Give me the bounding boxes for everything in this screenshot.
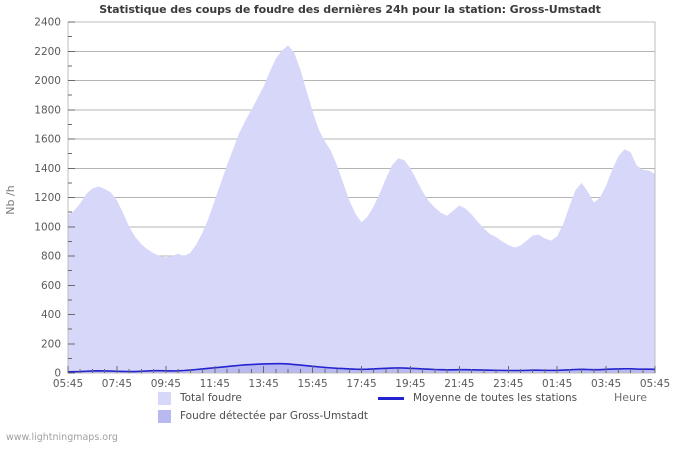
svg-text:17:45: 17:45 <box>346 378 376 390</box>
svg-text:1400: 1400 <box>34 163 61 175</box>
svg-text:19:45: 19:45 <box>395 378 425 390</box>
chart-title: Statistique des coups de foudre des dern… <box>99 3 601 16</box>
svg-text:23:45: 23:45 <box>493 378 523 390</box>
svg-text:01:45: 01:45 <box>542 378 572 390</box>
series-areas <box>68 45 655 374</box>
y-axis-label: Nb /h <box>4 185 17 214</box>
svg-text:15:45: 15:45 <box>297 378 327 390</box>
svg-text:600: 600 <box>41 280 61 292</box>
legend-item-average: Moyenne de toutes les stations <box>378 390 577 406</box>
svg-text:1600: 1600 <box>34 134 61 146</box>
svg-text:800: 800 <box>41 251 61 263</box>
svg-text:21:45: 21:45 <box>444 378 474 390</box>
chart-legend: Total foudre Foudre détectée par Gross-U… <box>0 388 700 428</box>
svg-text:11:45: 11:45 <box>200 378 230 390</box>
x-axis-ticks: 05:45 07:45 09:45 11:45 13:45 15:45 17:45 19:45… <box>53 366 670 390</box>
x-axis-label: Heure <box>614 391 648 404</box>
footer-watermark: www.lightningmaps.org <box>6 432 118 443</box>
svg-text:13:45: 13:45 <box>249 378 279 390</box>
legend-item-total: Total foudre <box>158 390 242 406</box>
legend-label-total: Total foudre <box>180 392 242 404</box>
svg-text:400: 400 <box>41 309 61 321</box>
y-axis-ticks: 0 200 400 600 800 1000 1200 1400 1600 1800 2000 220… <box>34 17 75 380</box>
svg-text:2400: 2400 <box>34 17 61 29</box>
legend-label-station: Foudre détectée par Gross-Umstadt <box>180 410 368 422</box>
svg-text:09:45: 09:45 <box>151 378 181 390</box>
svg-text:2000: 2000 <box>34 75 61 87</box>
legend-swatch-total <box>158 391 171 405</box>
svg-text:1200: 1200 <box>34 192 61 204</box>
legend-swatch-station <box>158 409 171 423</box>
legend-item-station: Foudre détectée par Gross-Umstadt <box>158 408 368 424</box>
legend-line-average <box>378 396 404 400</box>
svg-text:05:45: 05:45 <box>53 378 83 390</box>
svg-text:2200: 2200 <box>34 46 61 58</box>
svg-text:07:45: 07:45 <box>102 378 132 390</box>
svg-text:1800: 1800 <box>34 104 61 116</box>
svg-text:03:45: 03:45 <box>591 378 621 390</box>
svg-text:1000: 1000 <box>34 221 61 233</box>
svg-text:05:45: 05:45 <box>640 378 670 390</box>
legend-label-average: Moyenne de toutes les stations <box>413 392 578 404</box>
svg-text:0: 0 <box>54 368 61 380</box>
svg-text:200: 200 <box>41 338 61 350</box>
